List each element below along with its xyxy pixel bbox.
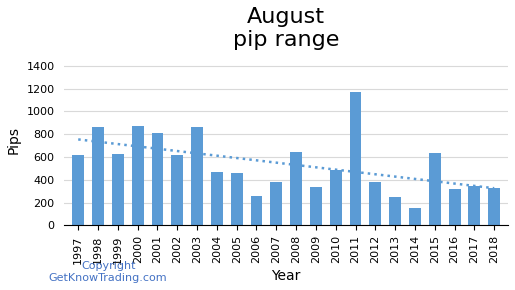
Bar — [330, 170, 341, 225]
Bar — [290, 152, 302, 225]
Text: Copyright
GetKnowTrading.com: Copyright GetKnowTrading.com — [49, 261, 167, 282]
Bar — [211, 172, 223, 225]
Bar — [231, 173, 243, 225]
X-axis label: Year: Year — [271, 269, 301, 283]
Bar — [250, 196, 263, 225]
Bar — [469, 186, 480, 225]
Bar — [112, 154, 124, 225]
Bar — [191, 127, 203, 225]
Bar — [429, 153, 441, 225]
Bar — [171, 155, 183, 225]
Bar — [310, 187, 322, 225]
Title: August
pip range: August pip range — [233, 7, 339, 50]
Bar — [449, 189, 460, 225]
Bar — [350, 92, 362, 225]
Bar — [389, 197, 401, 225]
Bar — [409, 208, 421, 225]
Bar — [151, 133, 163, 225]
Bar — [488, 188, 500, 225]
Y-axis label: Pips: Pips — [7, 126, 21, 154]
Bar — [369, 182, 381, 225]
Bar — [270, 182, 282, 225]
Bar — [92, 127, 104, 225]
Bar — [72, 155, 84, 225]
Bar — [132, 126, 144, 225]
